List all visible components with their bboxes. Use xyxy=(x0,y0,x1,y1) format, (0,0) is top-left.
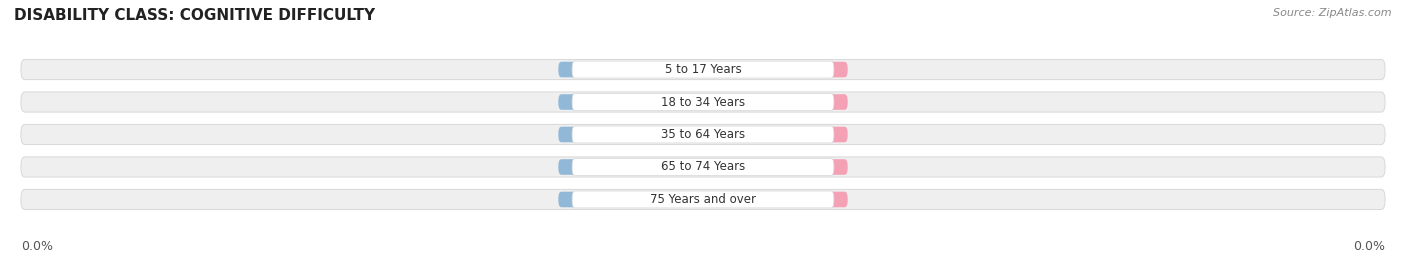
Text: 0.0%: 0.0% xyxy=(763,97,794,107)
FancyBboxPatch shape xyxy=(21,157,1385,177)
Text: 5 to 17 Years: 5 to 17 Years xyxy=(665,63,741,76)
FancyBboxPatch shape xyxy=(710,62,848,77)
Text: 0.0%: 0.0% xyxy=(763,65,794,75)
FancyBboxPatch shape xyxy=(710,159,848,175)
Text: Source: ZipAtlas.com: Source: ZipAtlas.com xyxy=(1274,8,1392,18)
Text: 18 to 34 Years: 18 to 34 Years xyxy=(661,95,745,108)
FancyBboxPatch shape xyxy=(558,127,696,142)
FancyBboxPatch shape xyxy=(572,61,834,78)
FancyBboxPatch shape xyxy=(558,94,696,110)
Text: 0.0%: 0.0% xyxy=(763,162,794,172)
FancyBboxPatch shape xyxy=(572,126,834,143)
Text: 0.0%: 0.0% xyxy=(612,194,643,204)
Text: 0.0%: 0.0% xyxy=(763,194,794,204)
FancyBboxPatch shape xyxy=(558,62,696,77)
Text: 0.0%: 0.0% xyxy=(612,162,643,172)
Text: 0.0%: 0.0% xyxy=(763,129,794,140)
Text: DISABILITY CLASS: COGNITIVE DIFFICULTY: DISABILITY CLASS: COGNITIVE DIFFICULTY xyxy=(14,8,375,23)
Text: 0.0%: 0.0% xyxy=(1353,240,1385,253)
Text: 0.0%: 0.0% xyxy=(21,240,53,253)
FancyBboxPatch shape xyxy=(21,125,1385,144)
Text: 75 Years and over: 75 Years and over xyxy=(650,193,756,206)
FancyBboxPatch shape xyxy=(572,191,834,208)
FancyBboxPatch shape xyxy=(710,94,848,110)
Text: 0.0%: 0.0% xyxy=(612,97,643,107)
FancyBboxPatch shape xyxy=(710,192,848,207)
FancyBboxPatch shape xyxy=(558,192,696,207)
FancyBboxPatch shape xyxy=(21,59,1385,80)
FancyBboxPatch shape xyxy=(572,158,834,175)
FancyBboxPatch shape xyxy=(21,92,1385,112)
FancyBboxPatch shape xyxy=(572,94,834,111)
Text: 0.0%: 0.0% xyxy=(612,65,643,75)
Text: 35 to 64 Years: 35 to 64 Years xyxy=(661,128,745,141)
Text: 0.0%: 0.0% xyxy=(612,129,643,140)
FancyBboxPatch shape xyxy=(558,159,696,175)
FancyBboxPatch shape xyxy=(710,127,848,142)
FancyBboxPatch shape xyxy=(21,189,1385,210)
Text: 65 to 74 Years: 65 to 74 Years xyxy=(661,161,745,174)
